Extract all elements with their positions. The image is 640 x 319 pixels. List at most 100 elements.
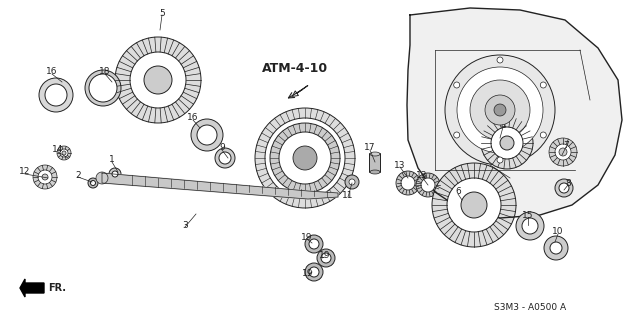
Polygon shape [102, 173, 338, 199]
Circle shape [454, 132, 460, 138]
Circle shape [90, 181, 95, 186]
Circle shape [345, 175, 359, 189]
Circle shape [293, 146, 317, 170]
Circle shape [454, 82, 460, 88]
Text: 3: 3 [182, 220, 188, 229]
Circle shape [485, 95, 515, 125]
Circle shape [540, 132, 547, 138]
Circle shape [270, 123, 340, 193]
Text: 8: 8 [565, 179, 571, 188]
Text: 1: 1 [109, 155, 115, 165]
Circle shape [522, 218, 538, 234]
Text: 14: 14 [52, 145, 64, 154]
Circle shape [255, 108, 355, 208]
Circle shape [305, 235, 323, 253]
Circle shape [39, 78, 73, 112]
Polygon shape [20, 279, 44, 297]
Circle shape [432, 163, 516, 247]
Text: 10: 10 [552, 227, 564, 236]
Circle shape [396, 171, 420, 195]
Circle shape [309, 239, 319, 249]
Text: 13: 13 [416, 170, 428, 180]
Circle shape [144, 66, 172, 94]
Circle shape [555, 179, 573, 197]
Circle shape [491, 127, 523, 159]
Circle shape [62, 151, 66, 155]
Circle shape [540, 82, 547, 88]
Circle shape [138, 60, 178, 100]
Circle shape [500, 136, 514, 150]
Circle shape [96, 172, 108, 184]
Text: 17: 17 [364, 144, 376, 152]
Circle shape [349, 179, 355, 185]
Circle shape [544, 236, 568, 260]
Circle shape [265, 118, 345, 198]
Circle shape [550, 242, 562, 254]
Circle shape [85, 70, 121, 106]
Circle shape [559, 183, 569, 193]
Circle shape [447, 178, 501, 232]
Circle shape [112, 171, 118, 177]
Circle shape [33, 165, 57, 189]
Circle shape [401, 176, 415, 190]
Circle shape [130, 52, 186, 108]
Text: 4: 4 [500, 121, 506, 130]
Polygon shape [407, 8, 622, 218]
Circle shape [559, 148, 567, 156]
Ellipse shape [370, 170, 380, 174]
Circle shape [445, 55, 555, 165]
Circle shape [279, 132, 331, 184]
Circle shape [454, 185, 494, 225]
Circle shape [321, 253, 331, 263]
Text: 15: 15 [522, 211, 534, 219]
Text: 16: 16 [46, 68, 58, 77]
Circle shape [215, 148, 235, 168]
Circle shape [89, 74, 117, 102]
Ellipse shape [370, 152, 380, 156]
Circle shape [317, 249, 335, 267]
Circle shape [516, 212, 544, 240]
Circle shape [421, 178, 435, 192]
Circle shape [219, 152, 231, 164]
Circle shape [470, 80, 530, 140]
Circle shape [481, 117, 533, 169]
Text: ATM-4-10: ATM-4-10 [262, 62, 328, 75]
Circle shape [60, 149, 68, 157]
Circle shape [42, 174, 48, 180]
Text: 19: 19 [301, 233, 313, 241]
Circle shape [115, 37, 201, 123]
Text: 12: 12 [19, 167, 31, 176]
Circle shape [555, 144, 571, 160]
Circle shape [38, 170, 52, 184]
Text: 2: 2 [75, 170, 81, 180]
Circle shape [461, 192, 487, 218]
Circle shape [497, 157, 503, 163]
Circle shape [494, 104, 506, 116]
Text: 11: 11 [342, 190, 354, 199]
Circle shape [305, 263, 323, 281]
FancyBboxPatch shape [369, 153, 381, 173]
Text: 19: 19 [319, 250, 331, 259]
Text: 6: 6 [455, 188, 461, 197]
Circle shape [549, 138, 577, 166]
Text: 7: 7 [563, 140, 569, 150]
Circle shape [416, 173, 440, 197]
Circle shape [497, 57, 503, 63]
Circle shape [88, 178, 98, 188]
Circle shape [309, 267, 319, 277]
Text: 13: 13 [394, 160, 406, 169]
Circle shape [197, 125, 217, 145]
Circle shape [457, 67, 543, 153]
Text: 5: 5 [159, 9, 165, 18]
Text: FR.: FR. [48, 283, 66, 293]
Text: 9: 9 [219, 144, 225, 152]
Circle shape [191, 119, 223, 151]
Text: 16: 16 [188, 114, 199, 122]
Text: 19: 19 [302, 270, 314, 278]
Text: S3M3 - A0500 A: S3M3 - A0500 A [494, 303, 566, 313]
Circle shape [45, 84, 67, 106]
Text: 18: 18 [99, 68, 111, 77]
Circle shape [57, 146, 71, 160]
Circle shape [109, 168, 121, 180]
Circle shape [297, 150, 313, 166]
